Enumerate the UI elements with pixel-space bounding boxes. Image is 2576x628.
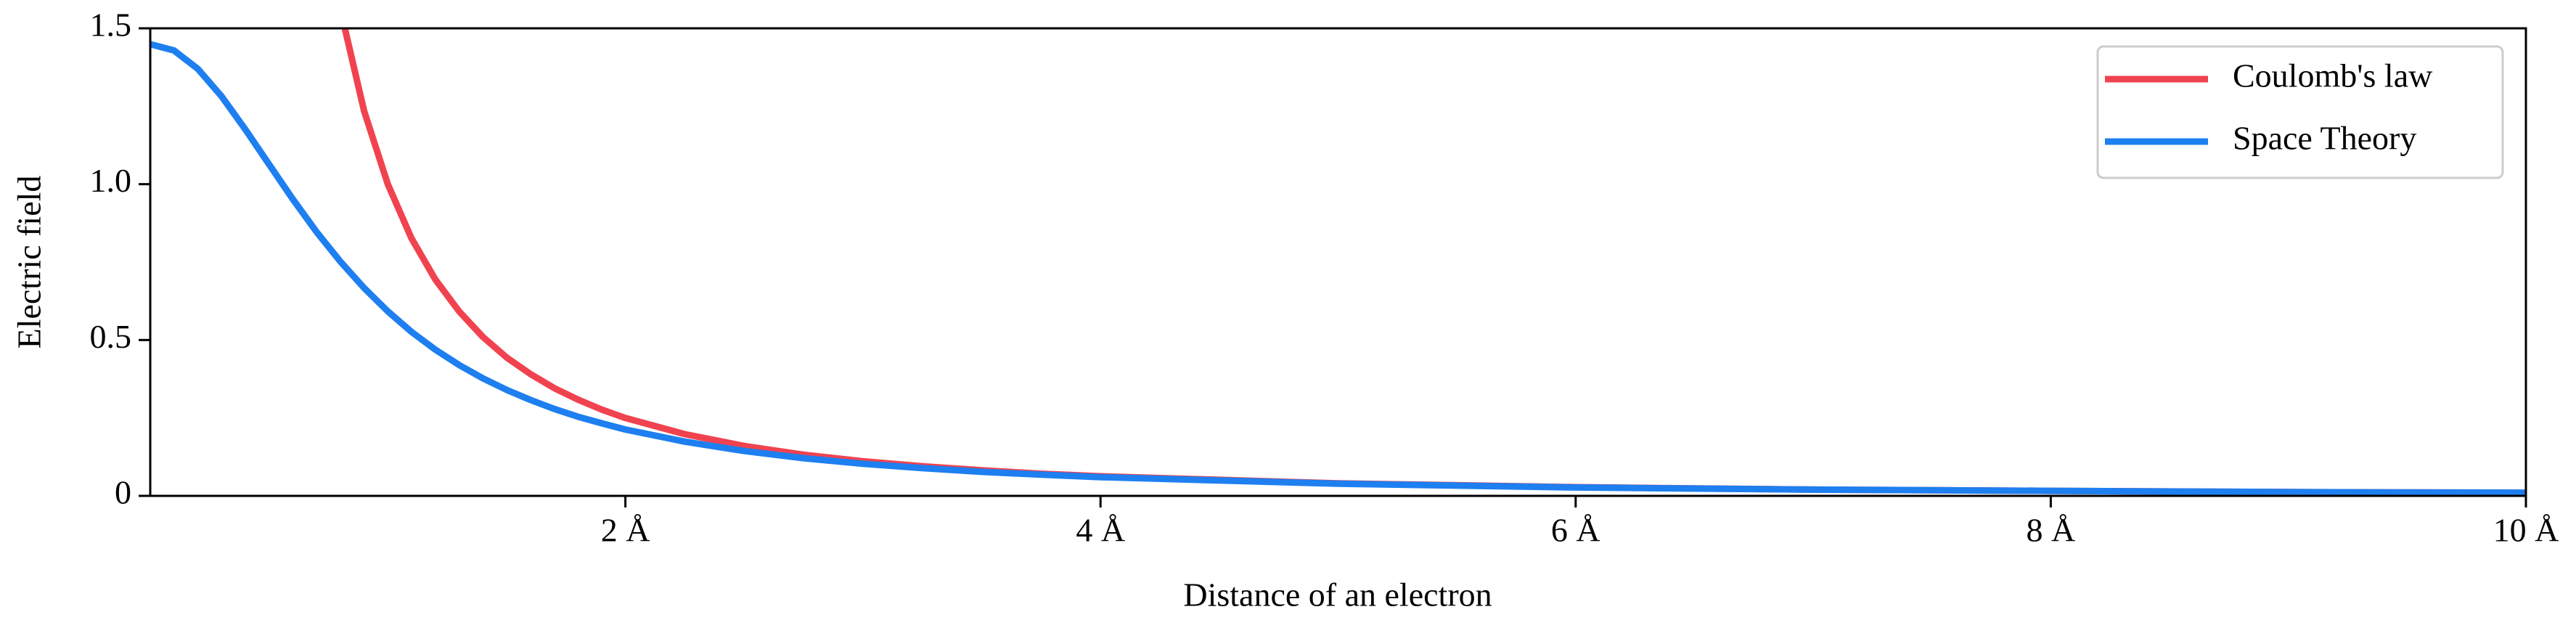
y-axis-label: Electric field bbox=[11, 176, 48, 349]
legend-label: Space Theory bbox=[2233, 120, 2416, 157]
x-tick-label: 10 Å bbox=[2493, 512, 2559, 549]
legend-label: Coulomb's law bbox=[2233, 57, 2433, 94]
plot-frame bbox=[149, 27, 2527, 497]
x-tick-label: 6 Å bbox=[1551, 512, 1600, 549]
plot-area bbox=[150, 28, 2526, 496]
x-tick-label: 8 Å bbox=[2027, 512, 2076, 549]
x-tick-label: 2 Å bbox=[601, 512, 650, 549]
x-tick-label: 4 Å bbox=[1076, 512, 1125, 549]
y-tick-label: 0.5 bbox=[90, 318, 132, 355]
y-tick-label: 1.0 bbox=[90, 162, 132, 199]
y-tick-label: 1.5 bbox=[90, 7, 132, 44]
line-series bbox=[150, 41, 2526, 496]
y-tick-label: 0 bbox=[115, 474, 131, 511]
legend: Coulomb's law Space Theory bbox=[2096, 45, 2504, 179]
x-axis-label: Distance of an electron bbox=[1183, 576, 1492, 613]
